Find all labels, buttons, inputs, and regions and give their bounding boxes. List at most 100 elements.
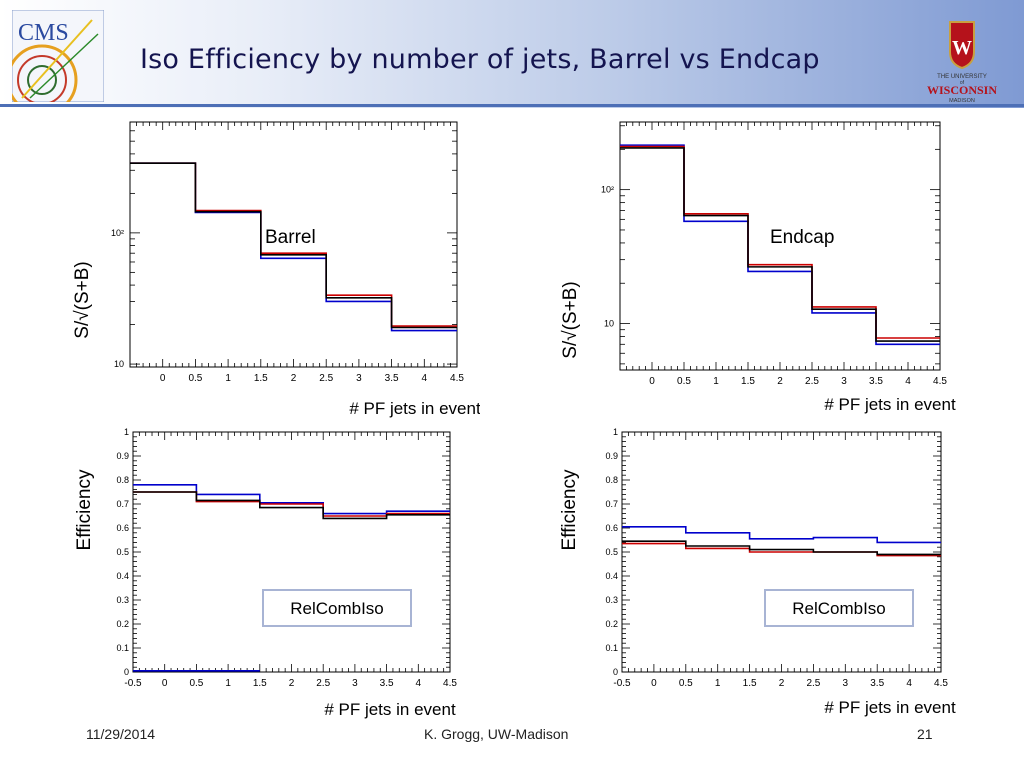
- x-tick-label: 2.5: [319, 373, 333, 384]
- y-tick-label: 0.1: [116, 643, 129, 653]
- x-tick-label: 4: [422, 373, 428, 384]
- x-tick-label: 0.5: [677, 376, 691, 387]
- endcap-significance-chart: 0 0.5 1 1.5 2 2.5 3 3.5 4 4.5 10 10² S/√(S+B) # PF je…: [560, 121, 956, 414]
- uw-logo-line2: of: [960, 80, 965, 86]
- x-tick-label: 2.5: [805, 376, 819, 387]
- series-line-black_series: [130, 162, 457, 329]
- slide-title: Iso Efficiency by number of jets, Barrel…: [140, 44, 820, 75]
- footer-author: K. Grogg, UW-Madison: [424, 726, 569, 742]
- y-tick-label: 0: [124, 667, 129, 677]
- uw-logo-line1: THE UNIVERSITY: [937, 74, 987, 80]
- x-axis-title: # PF jets in event: [324, 700, 456, 719]
- y-tick-label: 10: [114, 359, 124, 369]
- x-axis-title: # PF jets in event: [824, 698, 956, 717]
- legend-box: [764, 589, 914, 627]
- y-axis-title: S/√(S+B): [72, 261, 93, 338]
- y-tick-label: 0.1: [605, 643, 618, 653]
- y-tick-label: 0.5: [605, 547, 618, 557]
- x-tick-label: 2.5: [806, 678, 820, 689]
- y-tick-label: 0.2: [605, 619, 618, 629]
- uw-madison-logo: W THE UNIVERSITY of WISCONSIN MADISON: [927, 21, 997, 104]
- y-tick-label: 0.3: [605, 595, 618, 605]
- y-tick-label: 0.9: [605, 451, 618, 461]
- uw-logo-line3: WISCONSIN: [927, 83, 997, 97]
- x-tick-label: 1: [713, 376, 719, 387]
- y-tick-label: 0.4: [605, 571, 618, 581]
- barrel-significance-chart: 0 0.5 1 1.5 2 2.5 3 3.5 4 4.5 10 10² S/√(S+B) # PF je…: [72, 121, 480, 418]
- y-tick-label: 0.8: [605, 475, 618, 485]
- x-tick-label: 0.5: [188, 373, 202, 384]
- x-tick-label: 1: [225, 373, 231, 384]
- series-line-red_series: [133, 491, 450, 517]
- x-tick-label: 4.5: [934, 678, 948, 689]
- x-tick-label: 4.5: [443, 678, 457, 689]
- uw-logo-line4: MADISON: [949, 98, 975, 104]
- header-divider: [0, 104, 1024, 107]
- plot-frame: [132, 431, 451, 673]
- x-tick-label: 2: [289, 678, 295, 689]
- x-tick-label: 3.5: [380, 678, 394, 689]
- x-tick-label: 3: [841, 376, 847, 387]
- slide-header: [0, 0, 1024, 108]
- x-tick-label: 0.5: [189, 678, 203, 689]
- x-tick-label: 3.5: [385, 373, 399, 384]
- x-tick-label: 1.5: [254, 373, 268, 384]
- y-tick-label: 0.7: [605, 499, 618, 509]
- x-tick-label: 1: [225, 678, 231, 689]
- region-annotation: Barrel: [265, 227, 316, 248]
- x-tick-label: 3.5: [869, 376, 883, 387]
- x-tick-label: 4: [905, 376, 911, 387]
- x-tick-label: -0.5: [613, 678, 631, 689]
- barrel-efficiency-chart: -0.5 0 0.5 1 1.5 2 2.5 3 3.5 4 4.500.10.20.30.40.5…: [74, 427, 457, 719]
- y-tick-label: 0.6: [116, 523, 129, 533]
- x-tick-label: 1.5: [743, 678, 757, 689]
- y-tick-label: 0.7: [116, 499, 129, 509]
- legend-label: RelCombIso: [792, 599, 886, 618]
- series-line-blue_series: [622, 526, 941, 544]
- y-tick-label: 0: [613, 667, 618, 677]
- x-tick-label: 2: [779, 678, 785, 689]
- series-line-black_series: [622, 540, 941, 556]
- y-tick-label: 0.2: [116, 619, 129, 629]
- series-line-black_series: [133, 491, 450, 520]
- y-tick-label: 10²: [601, 185, 614, 195]
- series-line-blue_series: [133, 484, 450, 515]
- y-tick-label: 10²: [111, 228, 124, 238]
- y-tick-label: 0.3: [116, 595, 129, 605]
- x-tick-label: 4.5: [450, 373, 464, 384]
- x-axis-title: # PF jets in event: [824, 395, 956, 414]
- y-tick-label: 1: [613, 427, 618, 437]
- x-tick-label: 3: [352, 678, 358, 689]
- x-tick-label: 4.5: [933, 376, 947, 387]
- x-tick-label: 2.5: [316, 678, 330, 689]
- legend-box: [262, 589, 412, 627]
- y-tick-label: 0.5: [116, 547, 129, 557]
- y-tick-label: 0.8: [116, 475, 129, 485]
- cms-logo: CMS: [12, 10, 104, 102]
- y-tick-label: 0.4: [116, 571, 129, 581]
- x-tick-label: 2: [777, 376, 783, 387]
- endcap-efficiency-chart: -0.5 0 0.5 1 1.5 2 2.5 3 3.5 4 4.500.10.20.30.40.5…: [559, 427, 956, 717]
- y-tick-label: 0.9: [116, 451, 129, 461]
- x-tick-label: 0: [162, 678, 168, 689]
- x-tick-label: 2: [291, 373, 297, 384]
- x-tick-label: 1.5: [253, 678, 267, 689]
- x-tick-label: 1: [715, 678, 721, 689]
- y-tick-label: 1: [124, 427, 129, 437]
- y-tick-label: 0.6: [605, 523, 618, 533]
- x-tick-label: 3: [843, 678, 849, 689]
- x-tick-label: 1.5: [741, 376, 755, 387]
- page-number: 21: [917, 726, 933, 742]
- x-tick-label: 0: [651, 678, 657, 689]
- y-tick-label: 10: [604, 319, 614, 329]
- x-axis-title: # PF jets in event: [349, 399, 480, 418]
- y-axis-title: Efficiency: [559, 469, 580, 550]
- y-axis-title: S/√(S+B): [560, 281, 581, 358]
- series-line-black_series: [620, 147, 940, 342]
- y-axis-title: Efficiency: [74, 469, 95, 550]
- x-tick-label: -0.5: [124, 678, 142, 689]
- x-tick-label: 4: [906, 678, 912, 689]
- x-tick-label: 0.5: [679, 678, 693, 689]
- x-tick-label: 3.5: [870, 678, 884, 689]
- region-annotation: Endcap: [770, 227, 834, 248]
